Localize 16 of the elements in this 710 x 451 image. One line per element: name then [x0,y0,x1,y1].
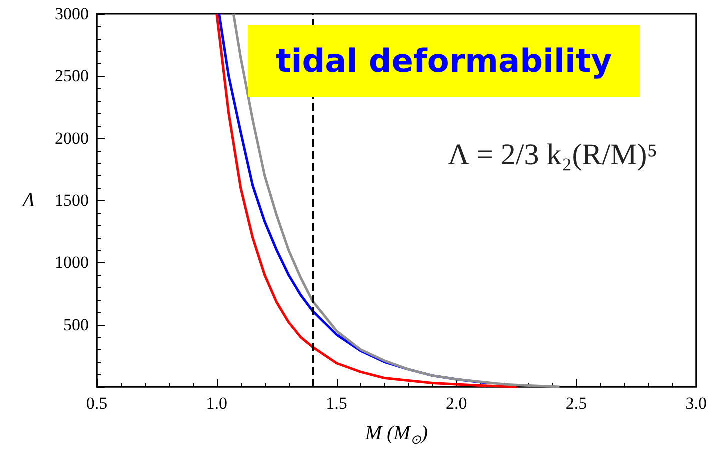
annotation: Λ = 2/3 k₂(R/M)⁵ [448,138,658,172]
x-tick-label: 0.5 [86,394,108,413]
x-axis-title: M (M⊙) [364,422,428,447]
y-tick-label: 1500 [55,191,89,210]
x-tick-label: 3.0 [686,394,707,413]
x-tick-label: 2.5 [566,394,588,413]
x-tick-label: 1.0 [206,394,228,413]
x-tick-label: 2.0 [446,394,468,413]
y-tick-label: 3000 [55,4,89,24]
y-tick-label: 2000 [55,128,89,148]
y-axis-title: Λ [20,190,35,212]
y-tick-label: 1000 [55,253,89,272]
y-tick-label: 2500 [55,66,89,86]
y-tick-label: 500 [64,315,89,334]
x-tick-label: 1.5 [326,394,348,413]
annotation: tidal deformability [276,42,612,80]
